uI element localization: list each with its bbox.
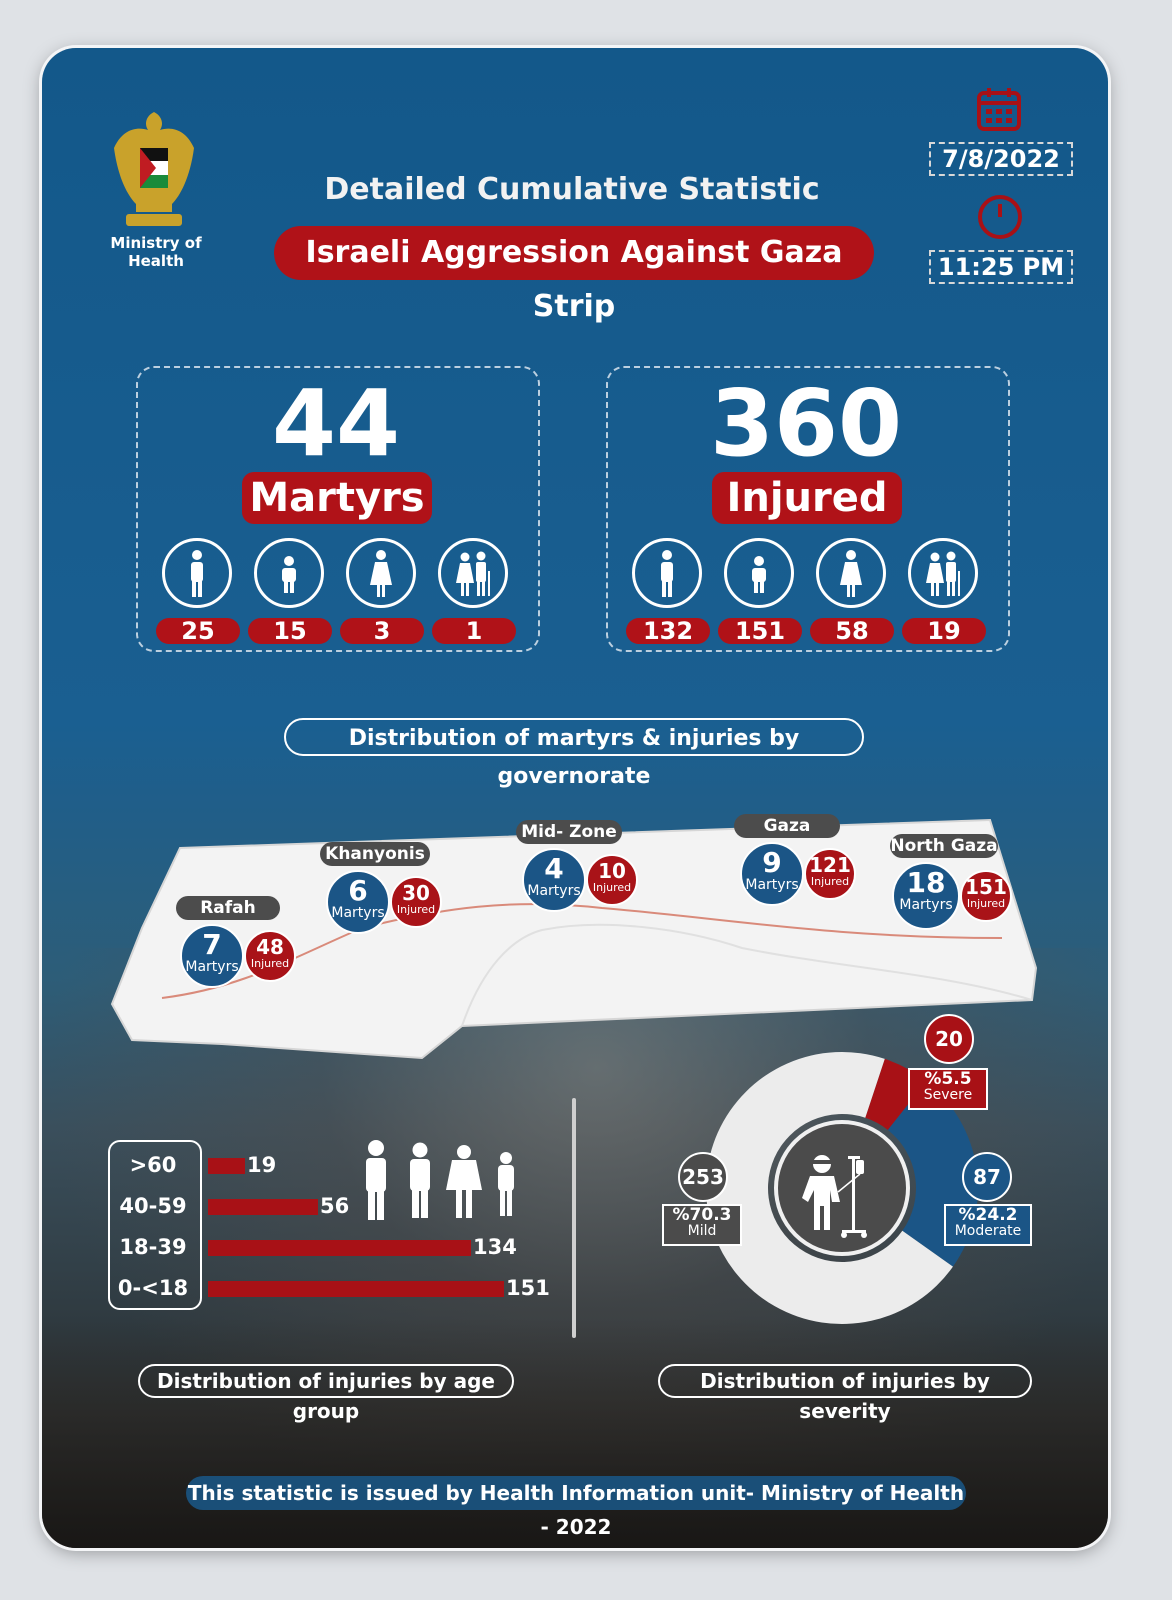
injured-label: Injured	[712, 472, 902, 524]
severity-chart-title: Distribution of injuries by severity	[658, 1364, 1032, 1423]
injured-children-count: 151	[718, 618, 802, 644]
age-bar	[208, 1240, 471, 1256]
ministry-label: Ministry of Health	[110, 234, 202, 270]
gov-name-khanyonis: Khanyonis	[320, 842, 430, 866]
mild-count: 253	[678, 1152, 728, 1202]
governorate-section-title: Distribution of martyrs & injuries by go…	[284, 718, 864, 789]
martyrs-total: 44	[271, 370, 401, 477]
gov-injured-khanyonis: 30 Injured	[390, 876, 442, 928]
martyrs-women-count: 3	[340, 618, 424, 644]
age-category-label: 40-59	[119, 1194, 187, 1218]
injured-total: 360	[709, 370, 903, 477]
age-groups-people-icon	[366, 1140, 514, 1220]
martyrs-men-count: 25	[156, 618, 240, 644]
palestine-eagle-emblem-icon	[114, 112, 194, 226]
moderate-label: %24.2 Moderate	[944, 1204, 1032, 1246]
clock-icon	[978, 195, 1022, 239]
injured-elderly-count: 19	[902, 618, 986, 644]
elderly-couple-icon	[908, 538, 978, 608]
severe-count: 20	[924, 1014, 974, 1064]
gov-martyrs-gaza: 9 Martyrs	[740, 842, 804, 906]
gov-martyrs-rafah: 7 Martyrs	[180, 924, 244, 988]
man-icon	[632, 538, 702, 608]
calendar-icon	[977, 88, 1021, 131]
age-category-label: 18-39	[119, 1235, 187, 1259]
page-subtitle: Israeli Aggression Against Gaza Strip	[274, 226, 874, 324]
page-title: Detailed Cumulative Statistic	[324, 172, 820, 207]
elderly-couple-icon	[438, 538, 508, 608]
injured-patient-icon	[802, 1155, 867, 1238]
age-bar-value: 56	[320, 1194, 350, 1218]
age-category-label: >60	[129, 1153, 177, 1177]
martyrs-children-count: 15	[248, 618, 332, 644]
section-divider	[572, 1098, 576, 1338]
footer-note: This statistic is issued by Health Infor…	[186, 1476, 966, 1539]
gov-martyrs-mid-zone: 4 Martyrs	[522, 848, 586, 912]
gov-martyrs-north-gaza: 18 Martyrs	[892, 862, 960, 930]
age-category-label: 0-<18	[117, 1276, 189, 1300]
man-icon	[162, 538, 232, 608]
infographic-card: Ministry of Health Detailed Cumulative S…	[42, 48, 1108, 1548]
gov-name-rafah: Rafah	[176, 896, 280, 920]
date-display: 7/8/2022	[929, 142, 1073, 176]
age-bar-value: 151	[506, 1276, 550, 1300]
injured-box	[606, 366, 1010, 652]
time-display: 11:25 PM	[929, 250, 1073, 284]
child-icon	[724, 538, 794, 608]
gov-injured-gaza: 121 Injured	[804, 848, 856, 900]
injured-women-count: 58	[810, 618, 894, 644]
gov-injured-north-gaza: 151 Injured	[960, 870, 1012, 922]
gov-name-gaza: Gaza	[734, 814, 840, 838]
gov-injured-rafah: 48 Injured	[244, 930, 296, 982]
severity-slice-mild	[706, 1052, 953, 1324]
woman-icon	[816, 538, 886, 608]
age-chart-title: Distribution of injuries by age group	[138, 1364, 514, 1423]
woman-icon	[346, 538, 416, 608]
age-bar	[208, 1281, 504, 1297]
severe-label: %5.5 Severe	[908, 1068, 988, 1110]
age-bar	[208, 1158, 245, 1174]
gov-injured-mid-zone: 10 Injured	[586, 854, 638, 906]
mild-label: %70.3 Mild	[662, 1204, 742, 1246]
child-icon	[254, 538, 324, 608]
age-bar-value: 134	[473, 1235, 517, 1259]
gov-martyrs-khanyonis: 6 Martyrs	[326, 870, 390, 934]
moderate-count: 87	[962, 1152, 1012, 1202]
gov-name-north-gaza: North Gaza	[890, 834, 998, 858]
martyrs-box	[136, 366, 540, 652]
martyrs-label: Martyrs	[242, 472, 432, 524]
injured-men-count: 132	[626, 618, 710, 644]
severity-donut-chart	[706, 1052, 978, 1324]
age-bar	[208, 1199, 318, 1215]
martyrs-elderly-count: 1	[432, 618, 516, 644]
age-label-box	[108, 1140, 202, 1310]
gov-name-mid-zone: Mid- Zone	[516, 820, 622, 844]
age-bar-value: 19	[247, 1153, 277, 1177]
